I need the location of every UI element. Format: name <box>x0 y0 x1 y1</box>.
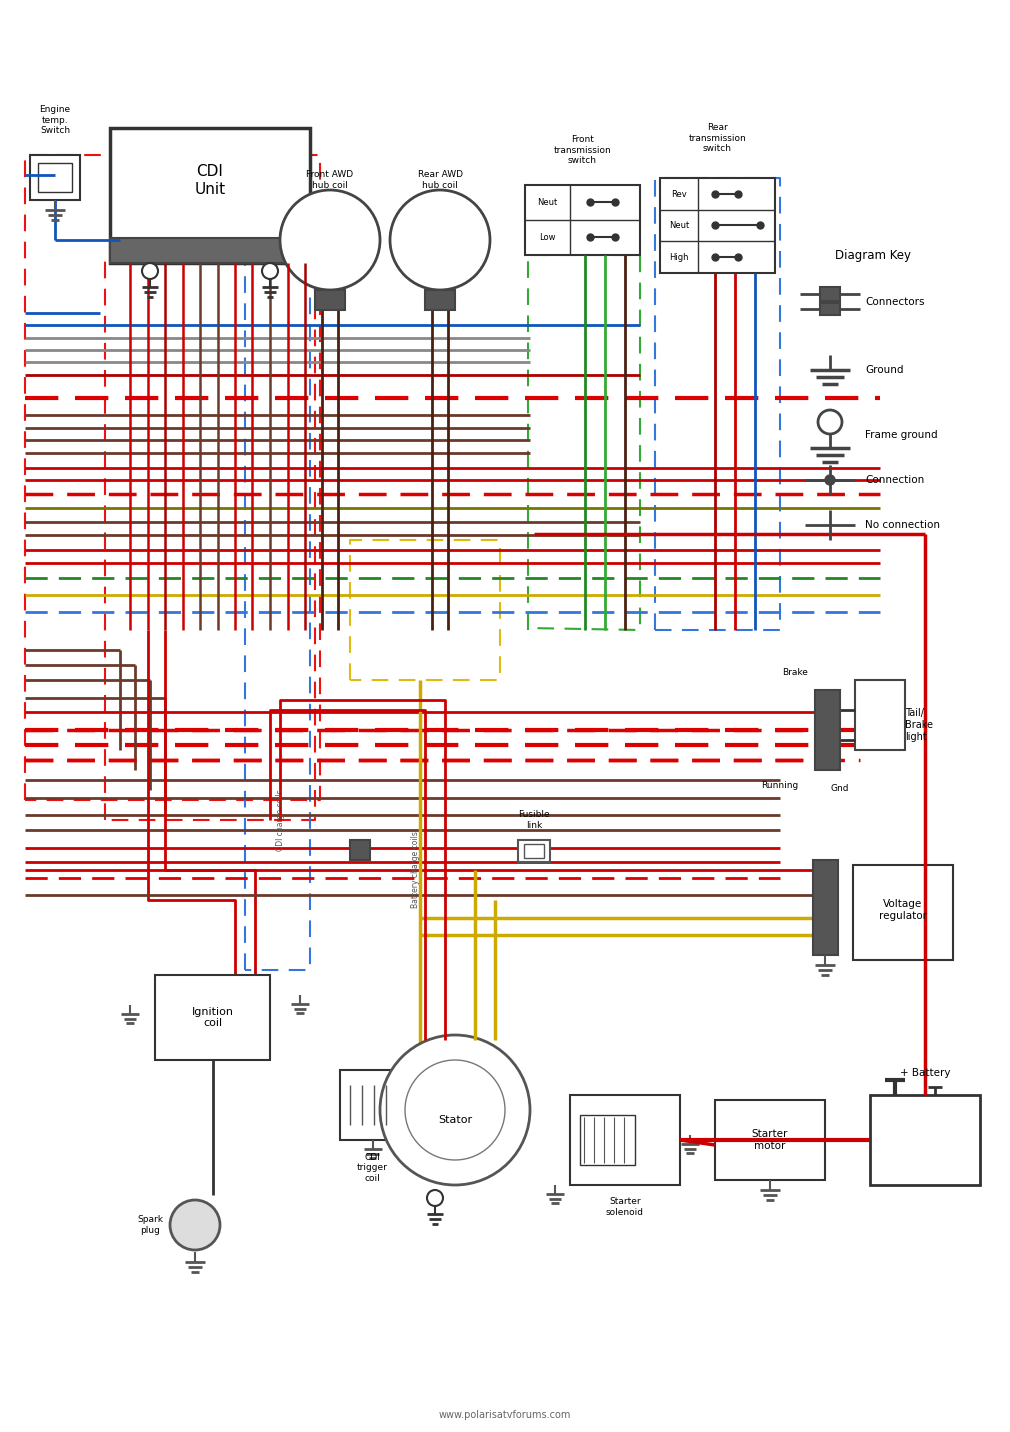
Bar <box>350 841 370 861</box>
Text: Ground: Ground <box>865 365 904 375</box>
Text: Neut: Neut <box>669 221 689 229</box>
Bar <box>38 163 72 192</box>
Text: CDI
Unit: CDI Unit <box>195 165 225 196</box>
Bar <box>525 185 640 255</box>
Text: CDI
trigger
coil: CDI trigger coil <box>358 1153 388 1183</box>
Bar <box>340 1070 405 1140</box>
Text: + Battery: + Battery <box>900 1068 950 1078</box>
Text: Rear AWD
hub coil: Rear AWD hub coil <box>417 170 463 189</box>
Text: www.polarisatvforums.com: www.polarisatvforums.com <box>438 1411 572 1421</box>
Bar <box>425 291 454 309</box>
Circle shape <box>262 263 278 279</box>
Bar <box>570 1095 680 1186</box>
Bar <box>315 291 345 309</box>
Text: Starter
motor: Starter motor <box>751 1130 788 1151</box>
Bar <box>853 865 953 959</box>
Bar <box>524 843 544 858</box>
Text: Brake: Brake <box>782 667 808 676</box>
Bar <box>110 238 310 263</box>
Text: Rev: Rev <box>671 189 687 199</box>
Bar <box>155 975 270 1060</box>
Circle shape <box>380 1035 530 1186</box>
Text: Fusible
link: Fusible link <box>518 811 549 829</box>
Bar <box>870 1095 980 1186</box>
Text: Front
transmission
switch: Front transmission switch <box>553 135 611 165</box>
Bar <box>820 286 840 301</box>
Text: Engine
temp.
Switch: Engine temp. Switch <box>39 105 71 135</box>
Text: Neut: Neut <box>537 198 558 206</box>
Bar <box>580 1116 635 1166</box>
Text: Ignition
coil: Ignition coil <box>192 1007 233 1028</box>
Text: Spark
plug: Spark plug <box>137 1216 163 1234</box>
Text: Running: Running <box>762 780 799 789</box>
Text: High: High <box>670 252 689 262</box>
Text: Connection: Connection <box>865 475 924 485</box>
Bar <box>715 1100 825 1180</box>
Text: Diagram Key: Diagram Key <box>835 249 911 262</box>
Text: Voltage
regulator: Voltage regulator <box>879 899 927 921</box>
Text: Battery charge coils: Battery charge coils <box>410 832 419 908</box>
Bar <box>518 841 550 862</box>
Circle shape <box>280 190 380 291</box>
Circle shape <box>825 475 835 485</box>
Text: Gnd: Gnd <box>831 783 849 792</box>
Bar <box>820 304 840 315</box>
Circle shape <box>170 1200 220 1250</box>
Circle shape <box>142 263 158 279</box>
Text: Low: Low <box>538 232 556 242</box>
Text: Connectors: Connectors <box>865 296 924 306</box>
Bar <box>855 680 905 750</box>
Text: Frame ground: Frame ground <box>865 430 937 440</box>
Circle shape <box>427 1190 443 1206</box>
Bar <box>30 155 80 200</box>
Bar <box>110 127 310 263</box>
Text: Rear
transmission
switch: Rear transmission switch <box>689 123 746 153</box>
Text: No connection: No connection <box>865 520 940 530</box>
Circle shape <box>390 190 490 291</box>
Circle shape <box>405 1060 505 1160</box>
Text: Front AWD
hub coil: Front AWD hub coil <box>306 170 353 189</box>
Bar <box>815 690 840 770</box>
Text: Tail/
Brake
light: Tail/ Brake light <box>905 709 933 742</box>
Text: CDI charge coils: CDI charge coils <box>276 789 285 851</box>
Text: Stator: Stator <box>438 1116 472 1126</box>
Bar <box>660 178 775 274</box>
Bar <box>813 861 838 955</box>
Text: Starter
solenoid: Starter solenoid <box>606 1197 644 1217</box>
Circle shape <box>818 410 842 434</box>
